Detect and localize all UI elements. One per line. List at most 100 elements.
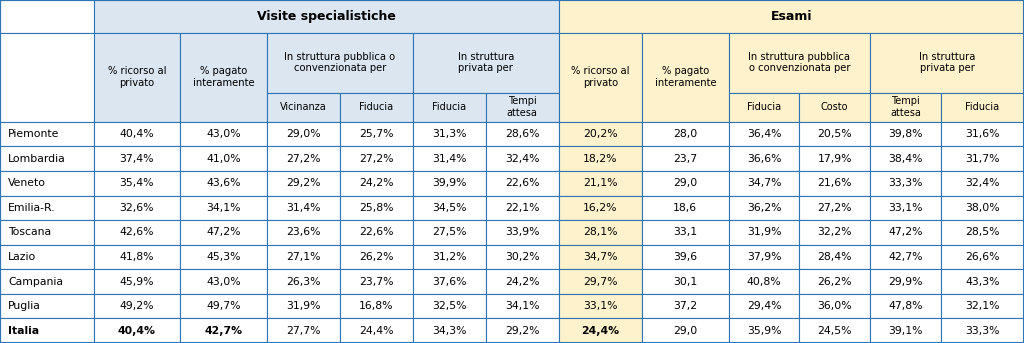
Text: Vicinanza: Vicinanza <box>280 102 327 112</box>
Text: 39,8%: 39,8% <box>888 129 923 139</box>
Bar <box>642 318 729 343</box>
Bar <box>870 122 941 146</box>
Text: 49,2%: 49,2% <box>120 301 154 311</box>
Text: 27,7%: 27,7% <box>286 326 321 336</box>
Bar <box>642 196 729 220</box>
Bar <box>413 93 485 122</box>
Text: 27,5%: 27,5% <box>432 227 467 237</box>
Text: 23,7: 23,7 <box>673 154 697 164</box>
Text: 24,2%: 24,2% <box>505 276 540 286</box>
Text: Costo: Costo <box>821 102 849 112</box>
Text: 34,3%: 34,3% <box>432 326 467 336</box>
Text: Puglia: Puglia <box>8 301 41 311</box>
Text: 24,2%: 24,2% <box>359 178 393 188</box>
Text: 30,2%: 30,2% <box>505 252 540 262</box>
Bar <box>413 33 559 93</box>
Text: 43,0%: 43,0% <box>206 129 241 139</box>
Bar <box>870 269 941 294</box>
Bar <box>729 122 800 146</box>
Text: 41,8%: 41,8% <box>120 252 154 262</box>
Text: 47,8%: 47,8% <box>888 301 923 311</box>
Text: Piemonte: Piemonte <box>8 129 59 139</box>
Text: 33,1: 33,1 <box>673 227 697 237</box>
Text: 21,1%: 21,1% <box>583 178 617 188</box>
Bar <box>642 146 729 171</box>
Bar <box>729 220 800 245</box>
Text: Visite specialistiche: Visite specialistiche <box>257 10 395 23</box>
Text: 29,0: 29,0 <box>673 178 697 188</box>
Bar <box>413 171 485 196</box>
Text: 18,2%: 18,2% <box>583 154 617 164</box>
Text: % ricorso al
privato: % ricorso al privato <box>571 67 630 88</box>
Text: 32,5%: 32,5% <box>432 301 467 311</box>
Bar <box>180 196 267 220</box>
Bar <box>870 171 941 196</box>
Text: 47,2%: 47,2% <box>206 227 241 237</box>
Bar <box>93 0 559 33</box>
Bar <box>941 220 1024 245</box>
Text: Lazio: Lazio <box>8 252 37 262</box>
Text: Esami: Esami <box>771 10 812 23</box>
Bar <box>485 220 559 245</box>
Text: 40,4%: 40,4% <box>118 326 156 336</box>
Text: Lombardia: Lombardia <box>8 154 66 164</box>
Bar <box>180 245 267 269</box>
Text: 27,2%: 27,2% <box>359 154 393 164</box>
Bar <box>93 146 180 171</box>
Text: 20,5%: 20,5% <box>817 129 852 139</box>
Bar <box>0 171 93 196</box>
Bar <box>485 245 559 269</box>
Text: Italia: Italia <box>8 326 39 336</box>
Bar <box>93 33 180 122</box>
Text: 40,4%: 40,4% <box>120 129 155 139</box>
Text: 45,3%: 45,3% <box>206 252 241 262</box>
Bar <box>870 93 941 122</box>
Bar <box>413 122 485 146</box>
Text: 31,9%: 31,9% <box>286 301 321 311</box>
Bar <box>559 122 642 146</box>
Bar <box>800 196 870 220</box>
Text: 37,4%: 37,4% <box>120 154 154 164</box>
Text: 43,0%: 43,0% <box>206 276 241 286</box>
Text: 35,9%: 35,9% <box>746 326 781 336</box>
Bar <box>93 196 180 220</box>
Bar <box>180 122 267 146</box>
Text: 28,4%: 28,4% <box>817 252 852 262</box>
Text: 32,4%: 32,4% <box>505 154 540 164</box>
Text: 29,2%: 29,2% <box>286 178 321 188</box>
Text: 32,4%: 32,4% <box>966 178 999 188</box>
Bar <box>729 146 800 171</box>
Text: 39,9%: 39,9% <box>432 178 467 188</box>
Text: 26,3%: 26,3% <box>286 276 321 286</box>
Bar <box>340 93 413 122</box>
Bar <box>559 171 642 196</box>
Text: 41,0%: 41,0% <box>206 154 241 164</box>
Bar <box>870 220 941 245</box>
Bar <box>0 122 93 146</box>
Bar <box>180 318 267 343</box>
Text: 49,7%: 49,7% <box>206 301 241 311</box>
Text: 33,9%: 33,9% <box>505 227 540 237</box>
Text: 24,4%: 24,4% <box>359 326 393 336</box>
Bar <box>559 196 642 220</box>
Bar <box>180 146 267 171</box>
Text: 31,6%: 31,6% <box>966 129 999 139</box>
Text: 29,0%: 29,0% <box>286 129 321 139</box>
Bar <box>0 33 93 122</box>
Text: 20,2%: 20,2% <box>583 129 617 139</box>
Bar <box>870 146 941 171</box>
Bar <box>413 318 485 343</box>
Text: 17,9%: 17,9% <box>817 154 852 164</box>
Bar <box>729 33 870 93</box>
Bar <box>642 294 729 318</box>
Bar <box>559 146 642 171</box>
Bar <box>870 196 941 220</box>
Text: 37,2: 37,2 <box>673 301 697 311</box>
Text: 16,8%: 16,8% <box>359 301 393 311</box>
Bar <box>729 93 800 122</box>
Text: In struttura
privata per: In struttura privata per <box>458 52 514 73</box>
Bar <box>800 245 870 269</box>
Bar <box>267 294 340 318</box>
Text: Emilia-R.: Emilia-R. <box>8 203 56 213</box>
Bar <box>340 245 413 269</box>
